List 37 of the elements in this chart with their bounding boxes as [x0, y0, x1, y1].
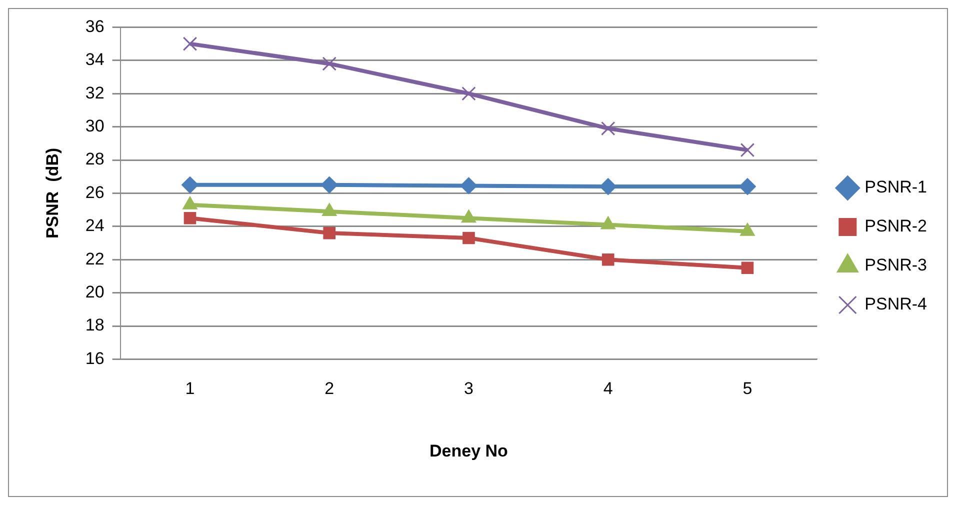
point: [320, 176, 338, 194]
point: [322, 56, 336, 71]
point: [184, 212, 196, 224]
y-tick-label: 16: [85, 348, 104, 368]
x-tick-label: 2: [324, 379, 334, 398]
legend-label: PSNR-3: [864, 256, 928, 275]
y-axis-title: PSNR (dB): [42, 148, 62, 239]
x-tick-label: 5: [742, 379, 752, 398]
point: [602, 253, 614, 266]
y-tick-label: 18: [85, 316, 104, 335]
point: [182, 36, 198, 51]
x-tick-label: 3: [464, 379, 474, 398]
y-tick-label: 22: [85, 249, 104, 268]
y-tick-label: 36: [85, 16, 104, 36]
point: [460, 177, 478, 194]
point: [181, 176, 198, 194]
point: [600, 121, 616, 136]
legend-label: PSNR-1: [864, 178, 928, 197]
point: [462, 232, 475, 244]
point: [740, 142, 755, 158]
y-tick-label: 30: [85, 116, 104, 136]
x-tick-label: 4: [603, 379, 613, 398]
x-tick-label: 1: [185, 379, 195, 398]
point: [741, 262, 754, 274]
point: [738, 178, 756, 196]
y-tick-label: 26: [85, 182, 104, 202]
legend-label: PSNR-2: [864, 216, 928, 236]
point: [323, 226, 336, 240]
y-tick-label: 28: [85, 150, 104, 169]
point: [462, 86, 476, 101]
point: [600, 178, 617, 196]
x-axis-title: Deney No: [430, 441, 508, 460]
legend-label: PSNR-4: [864, 294, 928, 314]
y-tick-label: 24: [85, 216, 104, 236]
y-tick-label: 34: [85, 50, 104, 70]
y-tick-label: 32: [85, 83, 104, 102]
y-tick-label: 20: [85, 282, 104, 302]
